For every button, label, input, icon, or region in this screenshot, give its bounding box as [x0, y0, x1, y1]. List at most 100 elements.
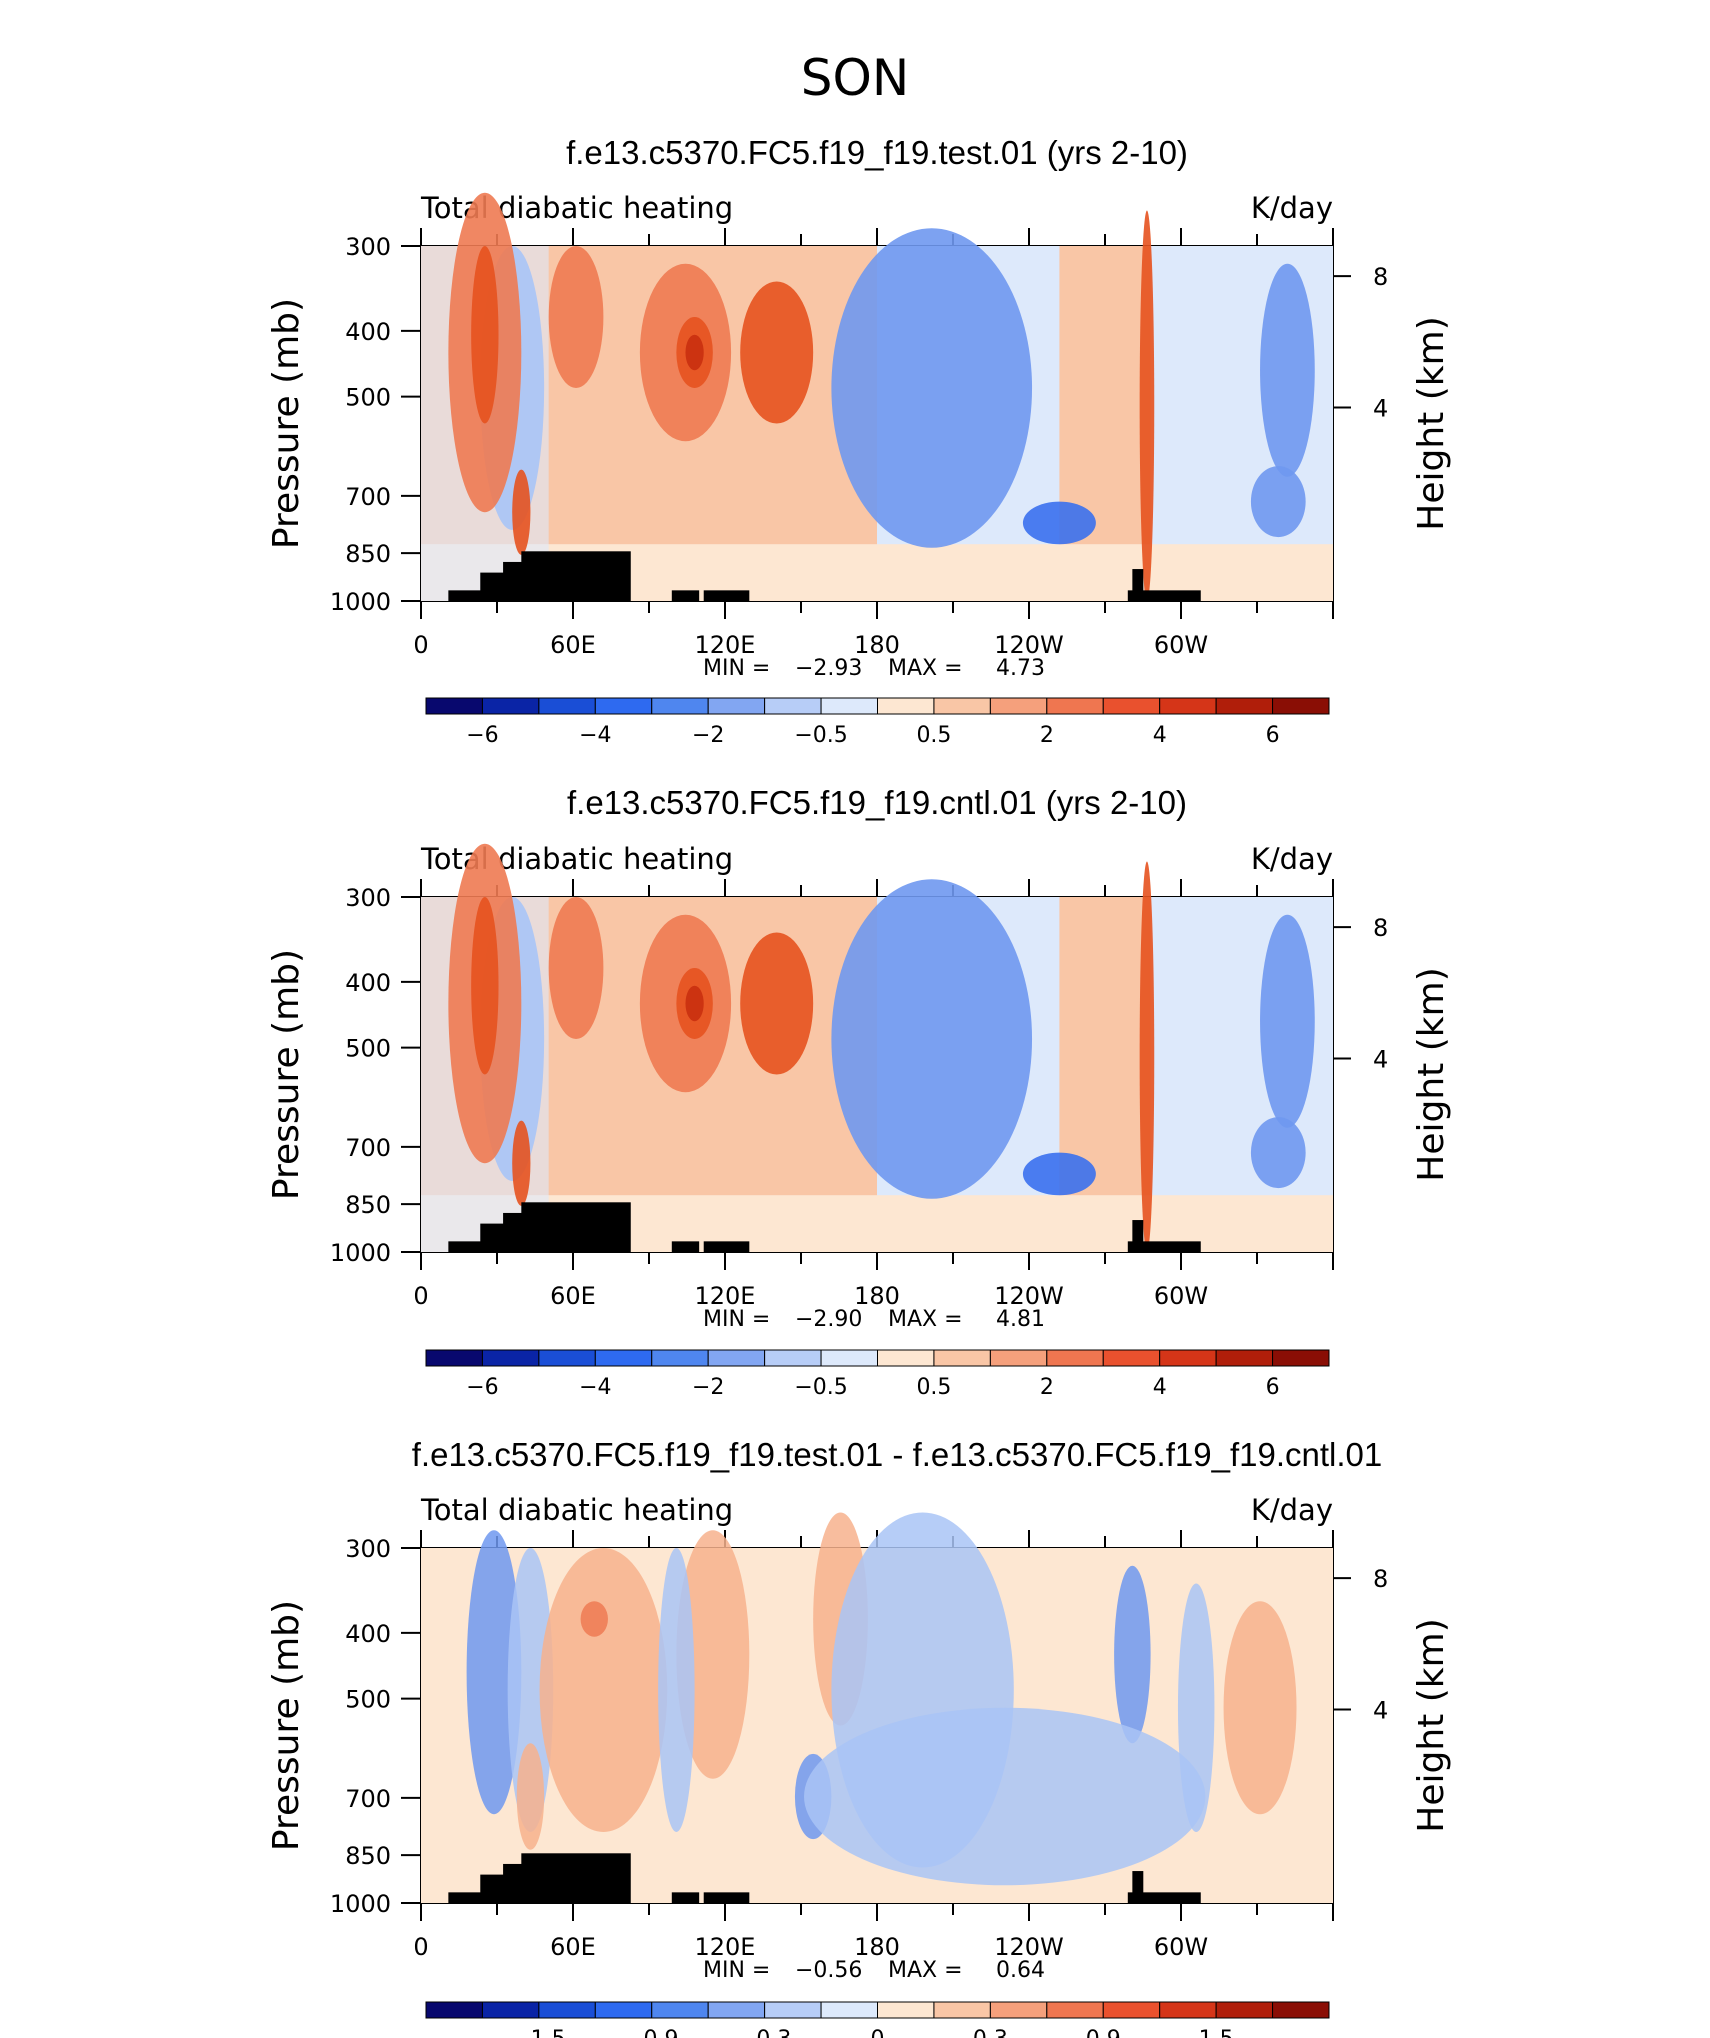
- field-region: [471, 246, 499, 424]
- colorbar-label: −0.3: [738, 2027, 791, 2038]
- y-tick-label: 400: [345, 318, 391, 346]
- min-label: MIN =: [703, 656, 770, 681]
- x-tick-label: 60W: [1154, 631, 1208, 659]
- field-region: [1223, 1601, 1297, 1815]
- min-value: −2.93: [795, 656, 862, 681]
- terrain-mask: [703, 1892, 750, 1904]
- contour-field-panel-3: [421, 1512, 1333, 1904]
- terrain-mask: [671, 1241, 700, 1253]
- terrain-mask: [1132, 1871, 1144, 1904]
- terrain-mask: [1132, 569, 1144, 602]
- x-tick-label: 180: [854, 1933, 900, 1961]
- y-tick-label: 850: [345, 1191, 391, 1219]
- colorbar-swatch: [538, 1349, 596, 1367]
- field-region: [1260, 263, 1315, 477]
- colorbar-label: 0.5: [916, 1375, 951, 1400]
- colorbar-swatch: [933, 2001, 991, 2019]
- y-tick-label: 1000: [330, 1890, 391, 1918]
- max-value: 4.81: [996, 1307, 1045, 1332]
- y-tick-label: 400: [345, 969, 391, 997]
- panel-title: f.e13.c5370.FC5.f19_f19.test.01 (yrs 2-1…: [566, 134, 1188, 171]
- field-region: [685, 985, 704, 1022]
- terrain-mask: [671, 590, 700, 602]
- terrain-mask: [1132, 1220, 1144, 1253]
- terrain-mask: [521, 1853, 631, 1904]
- max-label: MAX =: [888, 656, 963, 681]
- colorbar-swatch: [594, 1349, 653, 1367]
- field-region: [1250, 466, 1306, 538]
- colorbar-label: −6: [466, 1375, 498, 1400]
- y-axis-label-right: Height (km): [1411, 316, 1452, 530]
- colorbar-label: −1.5: [512, 2027, 565, 2038]
- y-tick-label: 700: [345, 483, 391, 511]
- x-tick-label: 60W: [1154, 1282, 1208, 1310]
- colorbar-label: −2: [692, 723, 724, 748]
- colorbar-swatch: [651, 2001, 709, 2019]
- colorbar-swatch: [1272, 1349, 1330, 1367]
- colorbar-label: 2: [1040, 1375, 1054, 1400]
- colorbar-swatch: [425, 1349, 483, 1367]
- colorbar-swatch: [1215, 2001, 1274, 2019]
- colorbar-swatch: [764, 2001, 822, 2019]
- x-tick-label: 0: [413, 631, 428, 659]
- y-tick-label: 300: [345, 1535, 391, 1563]
- colorbar-swatch: [820, 697, 878, 715]
- colorbar-swatch: [594, 2001, 653, 2019]
- field-region: [831, 879, 1033, 1199]
- colorbar-label: 1.5: [1199, 2027, 1234, 2038]
- colorbar-label: −4: [579, 1375, 611, 1400]
- colorbar-label: −2: [692, 1375, 724, 1400]
- field-region: [548, 897, 604, 1039]
- colorbar-label: 2: [1040, 723, 1054, 748]
- y-tick-label: 300: [345, 884, 391, 912]
- field-region: [740, 932, 814, 1075]
- colorbar-swatch: [1102, 697, 1161, 715]
- colorbar-swatch: [820, 2001, 878, 2019]
- field-region: [548, 246, 604, 388]
- colorbar-swatch: [1159, 1349, 1217, 1367]
- min-label: MIN =: [703, 1958, 770, 1983]
- terrain-mask: [703, 590, 750, 602]
- colorbar-label: 0.9: [1086, 2027, 1121, 2038]
- colorbar-swatch: [989, 1349, 1048, 1367]
- colorbar-swatch: [425, 2001, 483, 2019]
- colorbar-swatch: [1046, 697, 1104, 715]
- y-tick-label: 300: [345, 233, 391, 261]
- field-region: [685, 334, 704, 371]
- colorbar-swatch: [481, 697, 540, 715]
- field-region: [1139, 861, 1155, 1252]
- y-axis-label: Pressure (mb): [266, 949, 307, 1200]
- x-tick-label: 120W: [994, 1282, 1064, 1310]
- colorbar-swatch: [933, 1349, 991, 1367]
- colorbar-swatch: [989, 697, 1048, 715]
- field-region: [512, 1120, 531, 1206]
- x-tick-label: 0: [413, 1933, 428, 1961]
- colorbar-swatch: [1272, 2001, 1330, 2019]
- panel-3: f.e13.c5370.FC5.f19_f19.test.01 - f.e13.…: [266, 1436, 1452, 2038]
- terrain-mask: [1127, 1892, 1201, 1904]
- y-axis-label-right: Height (km): [1411, 967, 1452, 1181]
- colorbar-swatch: [594, 697, 653, 715]
- colorbar-label: 4: [1153, 723, 1167, 748]
- y-tick-label: 500: [345, 1686, 391, 1714]
- units-label: K/day: [1251, 1493, 1333, 1527]
- field-region: [804, 1707, 1206, 1886]
- field-region: [1022, 1152, 1096, 1196]
- field-region: [539, 1548, 668, 1832]
- max-label: MAX =: [888, 1958, 963, 1983]
- max-value: 4.73: [996, 656, 1045, 681]
- colorbar-swatch: [538, 2001, 596, 2019]
- max-label: MAX =: [888, 1307, 963, 1332]
- colorbar-label: −0.5: [794, 1375, 847, 1400]
- colorbar-swatch: [1102, 1349, 1161, 1367]
- colorbar-swatch: [877, 697, 935, 715]
- colorbar-label: 6: [1266, 1375, 1280, 1400]
- colorbar-label: 6: [1266, 723, 1280, 748]
- colorbar-label: 0.5: [916, 723, 951, 748]
- x-tick-label: 180: [854, 1282, 900, 1310]
- x-tick-label: 0: [413, 1282, 428, 1310]
- x-tick-label: 120E: [695, 631, 756, 659]
- units-label: K/day: [1251, 842, 1333, 876]
- max-value: 0.64: [996, 1958, 1045, 1983]
